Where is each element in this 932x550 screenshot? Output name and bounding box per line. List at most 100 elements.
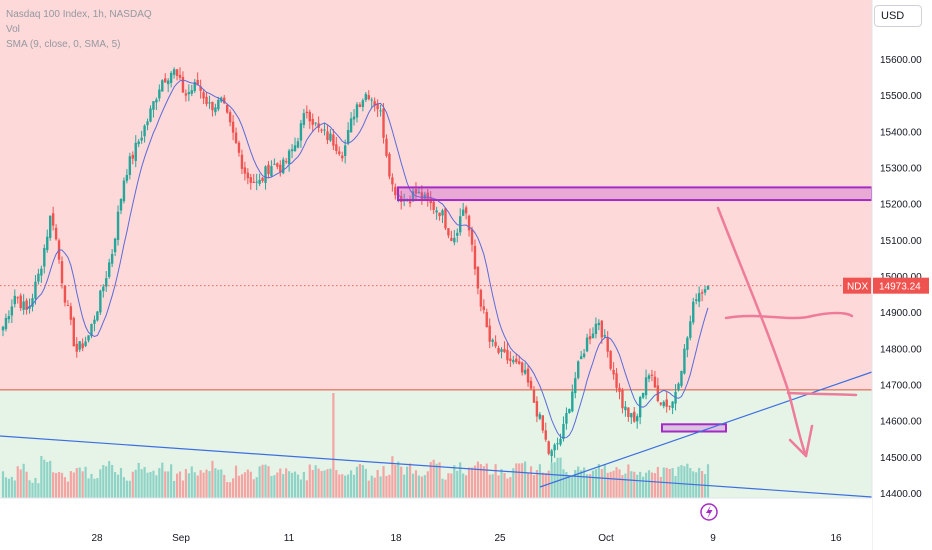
candle-body xyxy=(680,370,683,386)
candle-body xyxy=(187,92,191,95)
volume-bar xyxy=(341,474,344,498)
candle-body xyxy=(550,450,553,457)
candle-body xyxy=(113,238,117,253)
candle-body xyxy=(181,76,185,93)
candle-body xyxy=(25,300,28,310)
x-tick-label: 11 xyxy=(284,533,295,544)
y-tick-label: 15100.00 xyxy=(880,236,922,247)
volume-bar xyxy=(60,472,64,498)
volume-bar xyxy=(37,483,40,498)
volume-bar xyxy=(270,476,273,498)
candle-body xyxy=(671,401,674,408)
candle-body xyxy=(491,339,494,342)
volume-bar xyxy=(529,466,533,498)
y-tick-label: 15200.00 xyxy=(880,200,922,211)
candle-body xyxy=(692,301,695,323)
volume-bar xyxy=(394,464,397,498)
upper-zone-background xyxy=(0,0,872,390)
volume-bar xyxy=(190,466,193,498)
volume-bar xyxy=(217,469,220,498)
candle-body xyxy=(653,376,657,388)
volume-bar xyxy=(459,462,462,498)
candle-body xyxy=(320,129,323,131)
volume-bar xyxy=(565,471,568,498)
volume-bar xyxy=(370,475,373,498)
volume-bar xyxy=(57,471,61,498)
candle-body xyxy=(447,228,450,236)
candle-body xyxy=(585,337,589,352)
volume-bar xyxy=(234,465,238,498)
candle-body xyxy=(677,383,680,391)
candle-body xyxy=(612,369,615,375)
volume-bar xyxy=(367,480,370,498)
chart-legend: Nasdaq 100 Index, 1h, NASDAQ Vol SMA (9,… xyxy=(6,7,152,52)
candle-body xyxy=(441,210,444,216)
volume-bar xyxy=(323,470,326,498)
volume-bar xyxy=(164,471,167,498)
volume-bar xyxy=(689,468,692,498)
candle-body xyxy=(169,72,173,83)
candle-body xyxy=(553,444,556,451)
volume-bar xyxy=(246,469,249,498)
volume-bar xyxy=(140,469,143,498)
candle-body xyxy=(470,229,474,245)
candle-body xyxy=(116,211,120,240)
ascending-trendline xyxy=(539,371,873,488)
volume-bar xyxy=(698,467,701,498)
candle-body xyxy=(202,92,205,99)
volume-bar xyxy=(512,468,515,498)
lightning-bolt-icon[interactable] xyxy=(700,503,718,521)
volume-bar xyxy=(541,472,544,498)
candle-body xyxy=(1,326,5,331)
candle-body xyxy=(408,201,412,204)
volume-bar xyxy=(43,459,46,498)
candle-body xyxy=(228,112,232,123)
lightning-bolt-icon-glyph xyxy=(706,505,713,519)
volume-bar xyxy=(447,473,450,498)
candle-body xyxy=(497,348,500,353)
candle-body xyxy=(529,380,533,389)
candle-body xyxy=(28,306,31,309)
volume-bar xyxy=(293,471,297,498)
volume-bar xyxy=(624,473,627,498)
volume-bar xyxy=(521,463,524,498)
volume-bar xyxy=(276,472,279,498)
candle-body xyxy=(255,181,258,183)
volume-bar xyxy=(78,467,81,498)
volume-bar xyxy=(515,463,518,498)
price-tag-symbol-bg xyxy=(843,277,871,294)
volume-bar xyxy=(172,480,176,498)
volume-bar xyxy=(618,469,621,498)
volume-bar xyxy=(320,471,323,498)
volume-bar xyxy=(403,474,406,498)
candle-body xyxy=(650,374,654,376)
candle-body xyxy=(630,413,633,418)
volume-bar xyxy=(414,470,418,498)
candle-body xyxy=(4,317,8,330)
volume-bar xyxy=(417,475,421,498)
legend-vol: Vol xyxy=(6,24,20,35)
legend-sma: SMA (9, close, 0, SMA, 5) xyxy=(6,39,121,50)
volume-bar xyxy=(574,470,577,498)
candle-body xyxy=(155,99,158,103)
candle-body xyxy=(37,273,40,282)
candle-body xyxy=(90,323,93,337)
volume-bar xyxy=(264,464,267,498)
candle-body xyxy=(358,104,362,107)
volume-bar xyxy=(249,471,252,498)
candle-body xyxy=(48,215,52,238)
candle-body xyxy=(556,443,559,445)
candle-body xyxy=(231,121,235,133)
candle-body xyxy=(506,350,509,361)
candle-body xyxy=(13,295,16,305)
candle-body xyxy=(296,141,300,148)
currency-button[interactable]: USD xyxy=(874,5,922,27)
candle-body xyxy=(75,343,78,352)
candle-body xyxy=(19,295,22,309)
candle-body xyxy=(423,194,427,199)
volume-bar xyxy=(52,472,55,498)
volume-bar xyxy=(497,475,500,498)
volume-bar xyxy=(167,471,170,498)
volume-bar xyxy=(187,473,190,498)
